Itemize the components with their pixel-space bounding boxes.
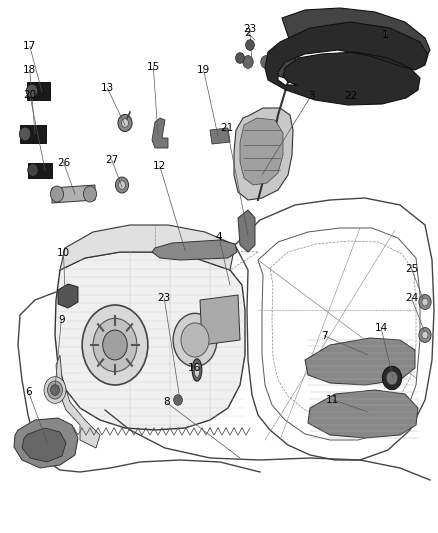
Circle shape [51,385,60,395]
Circle shape [419,295,431,310]
Circle shape [246,39,254,50]
Circle shape [181,323,209,357]
Text: 15: 15 [147,62,160,71]
Circle shape [28,164,38,176]
Circle shape [173,313,217,367]
Polygon shape [14,418,78,468]
Ellipse shape [194,362,200,377]
Polygon shape [234,108,293,200]
Circle shape [382,366,402,390]
Polygon shape [55,252,245,430]
Text: 26: 26 [57,158,70,167]
Text: 19: 19 [197,66,210,75]
Circle shape [116,177,129,193]
Circle shape [121,119,128,127]
Text: 23: 23 [243,25,256,34]
Polygon shape [240,118,283,185]
Text: 7: 7 [321,331,328,341]
Text: 17: 17 [23,42,36,51]
Circle shape [19,127,31,141]
Text: 21: 21 [220,123,233,133]
Text: 27: 27 [105,155,118,165]
Circle shape [118,115,132,132]
Polygon shape [152,240,237,260]
Circle shape [93,318,137,372]
Text: 22: 22 [344,91,357,101]
Circle shape [236,53,244,63]
Circle shape [261,55,271,68]
Text: 2: 2 [244,28,251,38]
Text: 11: 11 [326,395,339,405]
Text: 8: 8 [163,398,170,407]
Text: 18: 18 [23,66,36,75]
Text: 4: 4 [215,232,223,242]
Text: 23: 23 [158,294,171,303]
Polygon shape [270,8,430,78]
Polygon shape [20,125,46,143]
Text: 24: 24 [405,294,418,303]
Polygon shape [27,82,50,100]
Circle shape [26,84,38,98]
Circle shape [103,330,127,360]
Polygon shape [305,338,415,385]
Circle shape [44,377,66,403]
Text: 12: 12 [153,161,166,171]
Circle shape [422,298,428,306]
Polygon shape [22,428,66,462]
Circle shape [419,328,431,343]
Text: 6: 6 [25,387,32,397]
Polygon shape [52,185,95,203]
Circle shape [386,371,398,385]
Polygon shape [56,355,100,448]
Polygon shape [58,284,78,308]
Text: 13: 13 [101,83,114,93]
Circle shape [82,305,148,385]
Text: 25: 25 [405,264,418,274]
Polygon shape [210,128,230,144]
Polygon shape [28,163,52,178]
Polygon shape [238,210,255,252]
Circle shape [362,86,372,99]
Circle shape [422,332,428,339]
Circle shape [243,55,253,68]
Polygon shape [308,390,418,438]
Circle shape [83,186,96,202]
Text: 1: 1 [382,30,389,39]
Circle shape [48,381,63,399]
Ellipse shape [192,359,202,381]
Text: 16: 16 [188,363,201,373]
Polygon shape [60,225,235,270]
Polygon shape [265,22,428,105]
Circle shape [50,186,64,202]
Circle shape [173,394,182,405]
Polygon shape [152,118,168,148]
Text: 9: 9 [58,315,65,325]
Polygon shape [200,295,240,345]
Text: 10: 10 [57,248,70,258]
Text: 20: 20 [23,90,36,100]
Circle shape [119,181,126,189]
Text: 3: 3 [307,91,314,101]
Text: 14: 14 [374,323,388,333]
